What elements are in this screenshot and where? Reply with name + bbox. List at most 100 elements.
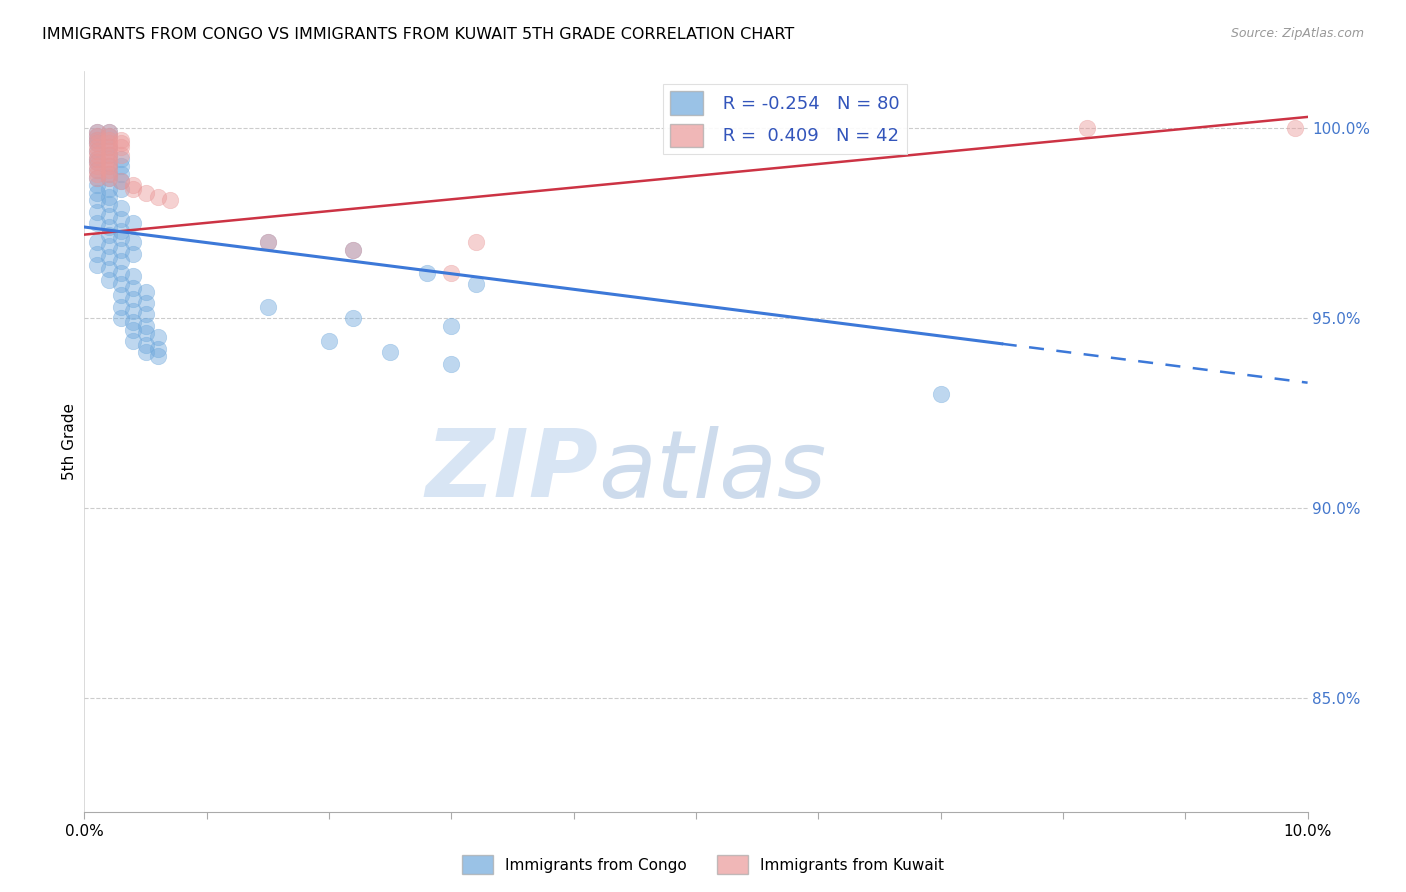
Point — [110, 231, 132, 245]
Point — [135, 318, 157, 333]
Point — [97, 227, 120, 242]
Point — [97, 189, 120, 203]
Point — [86, 155, 108, 169]
Point — [97, 155, 120, 169]
Text: atlas: atlas — [598, 425, 827, 516]
Point — [86, 216, 108, 230]
Point — [110, 300, 132, 314]
Point — [135, 296, 157, 310]
Point — [257, 235, 280, 250]
Point — [86, 163, 108, 178]
Point — [122, 216, 145, 230]
Point — [122, 235, 145, 250]
Point — [159, 194, 181, 208]
Point — [86, 194, 108, 208]
Point — [97, 159, 120, 173]
Point — [440, 357, 463, 371]
Point — [146, 349, 169, 363]
Point — [1076, 121, 1098, 136]
Point — [135, 285, 157, 299]
Point — [122, 322, 145, 336]
Point — [86, 140, 108, 154]
Point — [342, 243, 364, 257]
Point — [97, 128, 120, 143]
Point — [86, 170, 108, 185]
Point — [135, 326, 157, 341]
Point — [110, 167, 132, 181]
Point — [97, 182, 120, 196]
Point — [97, 170, 120, 185]
Point — [97, 170, 120, 185]
Point — [380, 345, 402, 359]
Point — [416, 266, 439, 280]
Point — [86, 159, 108, 173]
Y-axis label: 5th Grade: 5th Grade — [62, 403, 77, 480]
Point — [122, 178, 145, 193]
Point — [122, 315, 145, 329]
Point — [86, 155, 108, 169]
Point — [97, 148, 120, 162]
Point — [110, 243, 132, 257]
Point — [122, 281, 145, 295]
Point — [110, 201, 132, 215]
Point — [318, 334, 340, 348]
Legend:  R = -0.254   N = 80,  R =  0.409   N = 42: R = -0.254 N = 80, R = 0.409 N = 42 — [664, 84, 907, 154]
Point — [122, 246, 145, 260]
Point — [86, 128, 108, 143]
Point — [122, 269, 145, 284]
Point — [97, 167, 120, 181]
Point — [342, 311, 364, 326]
Point — [86, 152, 108, 166]
Point — [122, 303, 145, 318]
Point — [86, 167, 108, 181]
Point — [86, 163, 108, 178]
Point — [440, 318, 463, 333]
Point — [97, 144, 120, 158]
Point — [86, 186, 108, 200]
Point — [257, 235, 280, 250]
Point — [110, 288, 132, 302]
Point — [1284, 121, 1306, 136]
Point — [86, 128, 108, 143]
Point — [110, 140, 132, 154]
Point — [440, 266, 463, 280]
Point — [97, 261, 120, 276]
Point — [929, 387, 952, 401]
Point — [110, 311, 132, 326]
Point — [97, 140, 120, 154]
Point — [97, 163, 120, 178]
Point — [86, 125, 108, 139]
Point — [110, 133, 132, 147]
Point — [122, 292, 145, 306]
Point — [97, 220, 120, 235]
Point — [135, 337, 157, 351]
Point — [122, 334, 145, 348]
Legend: Immigrants from Congo, Immigrants from Kuwait: Immigrants from Congo, Immigrants from K… — [456, 849, 950, 880]
Point — [135, 186, 157, 200]
Point — [97, 136, 120, 151]
Point — [146, 342, 169, 356]
Point — [110, 159, 132, 173]
Point — [86, 144, 108, 158]
Point — [257, 300, 280, 314]
Point — [110, 152, 132, 166]
Point — [464, 235, 486, 250]
Text: IMMIGRANTS FROM CONGO VS IMMIGRANTS FROM KUWAIT 5TH GRADE CORRELATION CHART: IMMIGRANTS FROM CONGO VS IMMIGRANTS FROM… — [42, 27, 794, 42]
Point — [86, 148, 108, 162]
Point — [86, 136, 108, 151]
Point — [135, 345, 157, 359]
Point — [110, 136, 132, 151]
Point — [97, 239, 120, 253]
Point — [342, 243, 364, 257]
Point — [97, 148, 120, 162]
Point — [97, 152, 120, 166]
Point — [97, 167, 120, 181]
Point — [86, 258, 108, 272]
Point — [110, 174, 132, 188]
Point — [110, 212, 132, 227]
Point — [97, 251, 120, 265]
Point — [97, 140, 120, 154]
Point — [464, 277, 486, 291]
Point — [110, 277, 132, 291]
Point — [110, 182, 132, 196]
